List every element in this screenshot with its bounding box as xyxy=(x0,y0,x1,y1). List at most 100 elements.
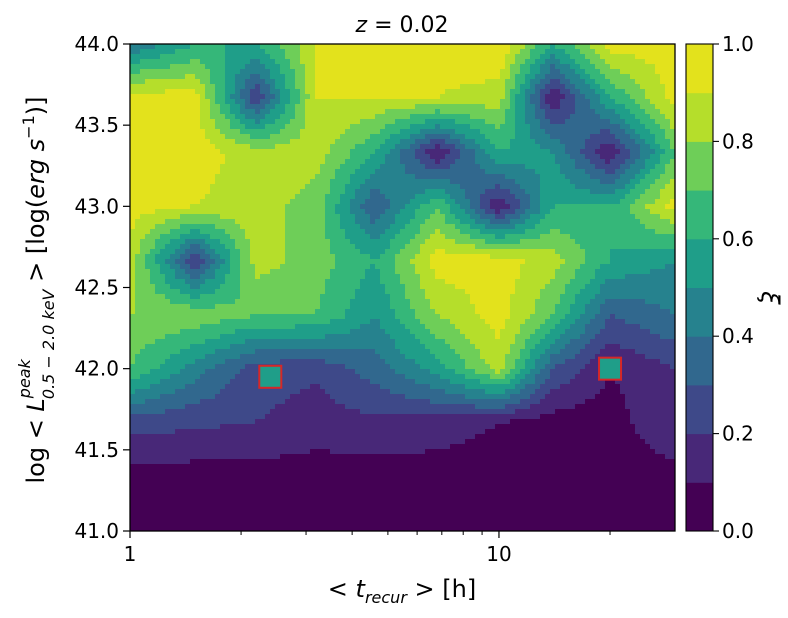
contour-cell xyxy=(650,99,671,105)
y-label-close: )] xyxy=(22,96,50,115)
contour-cell xyxy=(130,514,675,520)
contour-cell xyxy=(425,219,446,225)
contour-cell xyxy=(135,224,156,230)
contour-cell xyxy=(155,259,166,265)
contour-cell xyxy=(220,169,321,175)
contour-cell xyxy=(510,49,521,55)
contour-cell xyxy=(285,124,306,130)
contour-cell xyxy=(575,104,591,110)
contour-cell xyxy=(290,64,306,70)
contour-cell xyxy=(470,124,496,130)
contour-cell xyxy=(280,69,296,75)
contour-cell xyxy=(585,79,596,85)
contour-cell xyxy=(530,349,546,355)
contour-cell xyxy=(350,149,376,155)
contour-cell xyxy=(250,99,261,105)
colorbar-band xyxy=(686,433,713,483)
contour-cell xyxy=(275,404,346,410)
contour-cell xyxy=(400,209,416,215)
contour-cell xyxy=(430,299,471,305)
contour-cell xyxy=(530,194,541,200)
contour-cell xyxy=(455,369,476,375)
contour-cell xyxy=(200,124,216,130)
contour-cell xyxy=(215,349,256,355)
contour-cell xyxy=(450,204,461,210)
contour-cell xyxy=(650,129,666,135)
contour-cell xyxy=(570,89,581,95)
contour-cell xyxy=(575,269,596,275)
contour-cell xyxy=(565,289,581,295)
contour-cell xyxy=(210,234,231,240)
contour-cell xyxy=(465,289,516,295)
contour-cell xyxy=(140,59,191,65)
contour-cell xyxy=(180,369,206,375)
contour-cell xyxy=(190,244,201,250)
contour-cell xyxy=(480,214,496,220)
contour-cell xyxy=(480,229,526,235)
contour-cell xyxy=(660,304,675,310)
contour-cell xyxy=(390,204,406,210)
contour-cell xyxy=(325,159,346,165)
contour-cell xyxy=(600,54,636,60)
contour-cell xyxy=(600,289,675,295)
contour-cell xyxy=(280,129,301,135)
contour-cell xyxy=(445,189,466,195)
contour-cell xyxy=(415,359,441,365)
contour-cell xyxy=(515,104,526,110)
contour-cell xyxy=(470,224,486,230)
contour-cell xyxy=(245,99,251,105)
contour-cell xyxy=(495,234,506,240)
contour-cell xyxy=(355,144,381,150)
contour-cell xyxy=(180,244,191,250)
contour-cell xyxy=(500,209,516,215)
colorbar-tick-label: 0.4 xyxy=(722,324,754,348)
contour-cell xyxy=(155,244,166,250)
contour-cell xyxy=(130,144,216,150)
contour-cell xyxy=(265,414,541,420)
contour-cell xyxy=(585,324,606,330)
contour-cell xyxy=(545,394,596,400)
contour-cell xyxy=(395,339,421,345)
contour-cell xyxy=(430,349,456,355)
contour-cell xyxy=(580,349,601,355)
contour-cell xyxy=(405,374,441,380)
contour-cell xyxy=(225,259,231,265)
contour-cell xyxy=(315,49,511,55)
contour-cell xyxy=(165,89,196,95)
contour-cell xyxy=(555,269,576,275)
contour-cell xyxy=(185,384,226,390)
contour-cell xyxy=(455,214,471,220)
contour-cell xyxy=(360,184,461,190)
contour-cell xyxy=(640,154,651,160)
contour-cell xyxy=(250,74,261,80)
contour-cell xyxy=(535,389,551,395)
contour-cell xyxy=(275,119,291,125)
contour-cell xyxy=(130,174,216,180)
contour-cell xyxy=(335,169,356,175)
contour-cell xyxy=(510,144,541,150)
contour-cell xyxy=(240,104,246,110)
contour-cell xyxy=(205,339,246,345)
contour-cell xyxy=(590,359,661,365)
contour-cell xyxy=(190,59,201,65)
contour-cell xyxy=(540,339,556,345)
contour-cell xyxy=(285,249,331,255)
contour-cell xyxy=(595,394,626,400)
contour-cell xyxy=(440,94,506,100)
contour-cell xyxy=(150,279,166,285)
contour-cell xyxy=(270,134,301,140)
contour-cell xyxy=(620,389,675,395)
contour-cell xyxy=(355,369,396,375)
contour-cell xyxy=(315,74,501,80)
contour-cell xyxy=(570,324,586,330)
contour-cell xyxy=(490,219,511,225)
contour-cell xyxy=(285,229,326,235)
contour-cell xyxy=(485,104,501,110)
contour-cell xyxy=(400,349,431,355)
contour-cell xyxy=(605,104,626,110)
contour-cell xyxy=(485,79,506,85)
contour-cell xyxy=(365,179,451,185)
contour-cell xyxy=(130,479,675,485)
contour-cell xyxy=(535,309,556,315)
contour-cell xyxy=(225,54,271,60)
